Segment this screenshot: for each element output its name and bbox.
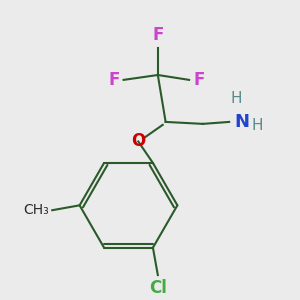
Text: F: F: [193, 71, 204, 89]
Text: H: H: [230, 91, 242, 106]
Text: F: F: [152, 26, 164, 44]
Text: CH₃: CH₃: [23, 203, 49, 217]
Text: N: N: [234, 113, 249, 131]
Text: Cl: Cl: [149, 279, 167, 297]
Text: H: H: [252, 118, 263, 133]
Text: F: F: [108, 71, 120, 89]
Text: O: O: [131, 133, 146, 151]
